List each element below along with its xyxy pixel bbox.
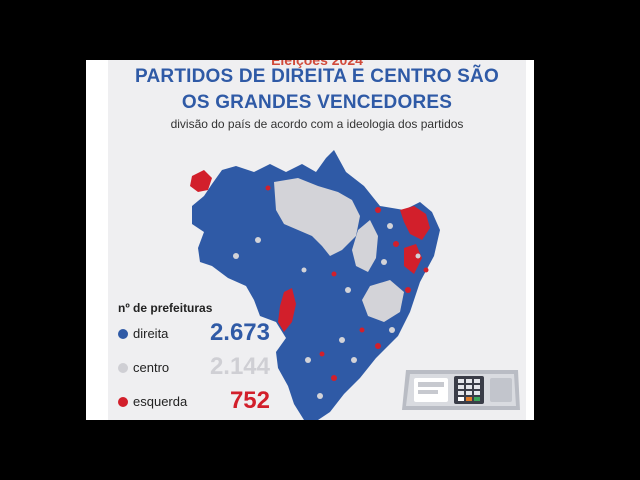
esquerda-region-acre: [190, 170, 212, 192]
esquerda-region-ms: [278, 288, 296, 332]
direita-dot-icon: [118, 329, 128, 339]
voting-machine-icon: [402, 370, 520, 410]
brazil-map: [190, 150, 440, 420]
legend-label-centro: centro: [133, 360, 170, 375]
brazil-outline: [192, 150, 440, 420]
image-border-left: [86, 60, 108, 420]
municipality-dots: [233, 185, 429, 399]
esquerda-region-nordeste: [400, 206, 430, 240]
centro-region-para: [274, 178, 360, 256]
infographic-card: Eleições 2024 PARTIDOS DE DIREITA E CENT…: [108, 60, 526, 420]
legend-label-direita: direita: [133, 326, 169, 341]
esquerda-dot-icon: [118, 397, 128, 407]
legend-item-centro: centro 2.144: [118, 353, 278, 381]
legend-item-esquerda: esquerda 752: [118, 387, 278, 415]
centro-region-tocantins: [352, 220, 378, 272]
title-line-2: OS GRANDES VENCEDORES: [181, 92, 453, 113]
legend-value-esquerda: 752: [229, 387, 270, 414]
legend-value-centro: 2.144: [209, 353, 270, 380]
subtitle: divisão do país de acordo com a ideologi…: [170, 117, 464, 131]
title-line-1: PARTIDOS DE DIREITA E CENTRO SÃO: [135, 66, 499, 87]
image-border-right: [526, 60, 534, 420]
centro-region-minas: [362, 280, 404, 322]
legend-item-direita: direita 2.673: [118, 319, 278, 347]
legend-title: nº de prefeituras: [118, 301, 213, 315]
esquerda-region-bahia: [404, 244, 422, 274]
kicker-text: Eleições 2024: [271, 60, 363, 68]
centro-dot-icon: [118, 363, 128, 373]
legend-value-direita: 2.673: [209, 319, 270, 346]
legend-label-esquerda: esquerda: [133, 394, 188, 409]
